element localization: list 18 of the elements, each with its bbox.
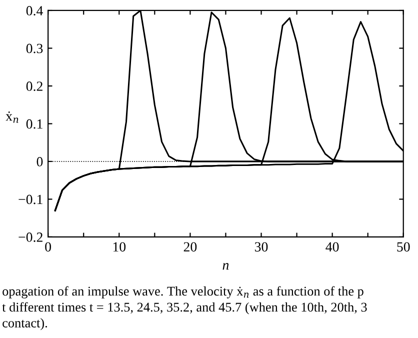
text: opagation of an impulse wave. The velocity ẋ$_{n}$ as a function of the p <box>2 286 364 298</box>
x-tick-label: 20 <box>184 242 197 252</box>
x-tick-label: 50 <box>397 242 410 252</box>
y-tick-label: 0 <box>36 157 43 166</box>
y-tick-label: −0.2 <box>18 232 42 242</box>
x-tick-label: 30 <box>254 242 268 252</box>
y-tick-label: 0.4 <box>26 6 43 16</box>
y-tick-label: 0.3 <box>26 44 43 54</box>
text: contact). <box>2 318 48 330</box>
x-tick-label: 10 <box>113 242 126 252</box>
x-axis-title: n <box>222 263 229 270</box>
text: t different times t = 13.5, 24.5, 35.2, and 45.7 (when the 10th, 20th, 3 <box>2 302 367 314</box>
x-tick-label: 40 <box>326 242 339 252</box>
y-axis-title: ẋ$_{n}$ <box>6 111 18 123</box>
y-tick-label: 0.1 <box>26 119 42 129</box>
y-tick-label: −0.1 <box>18 194 42 204</box>
y-tick-label: 0.2 <box>26 82 42 91</box>
x-tick-label: 0 <box>45 242 52 252</box>
